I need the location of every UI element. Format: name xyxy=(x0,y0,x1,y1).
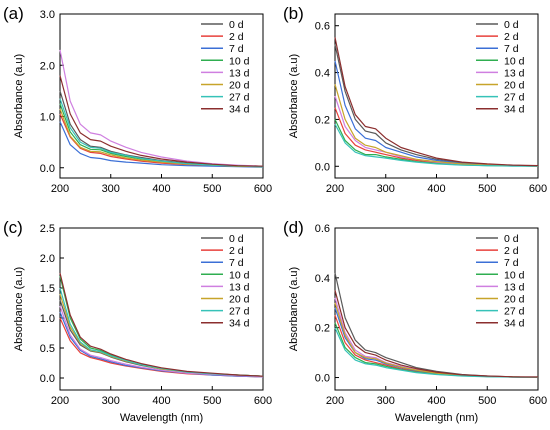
y-tick-label: 1.0 xyxy=(40,112,55,124)
x-tick-label: 300 xyxy=(377,183,395,195)
series-line-34d xyxy=(334,290,539,378)
legend-label: 2 d xyxy=(504,245,519,257)
panel-label: (d) xyxy=(283,218,304,237)
legend-label: 27 d xyxy=(504,92,525,104)
legend-label: 7 d xyxy=(504,43,519,55)
series-line-27d xyxy=(59,98,264,168)
legend-label: 2 d xyxy=(229,31,244,43)
x-axis-title: Wavelength (nm) xyxy=(120,412,203,424)
y-tick-label: 3.0 xyxy=(40,9,55,21)
y-tick-label: 0.2 xyxy=(315,323,330,335)
legend-label: 0 d xyxy=(229,19,244,31)
legend-label: 0 d xyxy=(229,233,244,245)
legend-label: 7 d xyxy=(504,257,519,269)
panel-label: (b) xyxy=(283,4,304,23)
x-tick-label: 600 xyxy=(529,183,547,195)
legend-label: 10 d xyxy=(504,55,525,67)
y-tick-label: 2.5 xyxy=(40,223,55,235)
y-axis-title: Absorbance (a.u) xyxy=(288,267,300,351)
y-tick-label: 0.4 xyxy=(315,68,330,80)
legend-label: 13 d xyxy=(504,67,525,79)
y-tick-label: 2.0 xyxy=(40,253,55,265)
chart-panel-a: (a) 200 300 400 500 600 0.0 1.0 2.0 3.0 Absorbance… xyxy=(3,4,272,195)
legend-label: 7 d xyxy=(229,43,244,55)
x-tick-label: 500 xyxy=(203,183,221,195)
series-line-7d xyxy=(59,121,264,168)
x-tick-label: 500 xyxy=(478,183,496,195)
x-tick-label: 600 xyxy=(254,183,272,195)
series-line-34d xyxy=(334,37,539,167)
y-axis-title: Absorbance (a.u) xyxy=(13,54,25,138)
x-tick-label: 200 xyxy=(51,183,69,195)
y-tick-label: 2.0 xyxy=(40,60,55,72)
legend-label: 34 d xyxy=(229,104,250,116)
x-tick-label: 300 xyxy=(102,183,120,195)
legend-label: 10 d xyxy=(229,269,250,281)
y-tick-label: 0.6 xyxy=(315,223,330,235)
x-tick-label: 600 xyxy=(254,395,272,407)
y-tick-label: 0.0 xyxy=(315,373,330,385)
y-tick-label: 0.4 xyxy=(315,273,330,285)
y-tick-label: 0.5 xyxy=(40,343,55,355)
x-tick-label: 400 xyxy=(427,395,445,407)
chart-panel-b: (b) 200 300 400 500 600 0.0 0.2 0.4 0.6 Absorbance… xyxy=(283,4,547,195)
legend-label: 27 d xyxy=(229,92,250,104)
series-line-27d xyxy=(334,123,538,167)
y-tick-label: 0.0 xyxy=(40,163,55,175)
x-tick-label: 300 xyxy=(377,395,395,407)
legend-label: 13 d xyxy=(229,67,250,79)
legend-label: 27 d xyxy=(229,306,250,318)
x-tick-label: 300 xyxy=(102,395,120,407)
series-line-27d xyxy=(334,327,539,378)
y-tick-label: 1.0 xyxy=(40,313,55,325)
x-tick-label: 200 xyxy=(326,395,344,407)
x-tick-label: 400 xyxy=(427,183,445,195)
x-tick-label: 400 xyxy=(152,183,170,195)
legend-label: 20 d xyxy=(504,294,525,306)
chart-panel-c: (c) 200 300 400 500 600 0.0 0.5 1.0 1.5 2.0 2.5 Abso… xyxy=(3,218,272,424)
legend-label: 13 d xyxy=(229,281,250,293)
x-axis-title: Wavelength (nm) xyxy=(395,412,478,424)
legend-label: 20 d xyxy=(504,80,525,92)
y-tick-label: 0.0 xyxy=(40,373,55,385)
legend-label: 0 d xyxy=(504,19,519,31)
chart-panel-d: (d) 200 300 400 500 600 0.0 0.2 0.4 0.6 Absorbance… xyxy=(283,218,547,424)
x-tick-label: 500 xyxy=(478,395,496,407)
legend-label: 27 d xyxy=(504,306,525,318)
series-line-34d xyxy=(59,75,264,167)
legend-label: 20 d xyxy=(229,80,250,92)
legend-label: 0 d xyxy=(504,233,519,245)
panel-label: (a) xyxy=(3,4,24,23)
y-axis-title: Absorbance (a.u) xyxy=(13,267,25,351)
legend-label: 10 d xyxy=(229,55,250,67)
x-tick-label: 500 xyxy=(203,395,221,407)
x-tick-label: 200 xyxy=(326,183,344,195)
y-axis-title: Absorbance (a.u) xyxy=(288,54,300,138)
legend-label: 13 d xyxy=(504,281,525,293)
legend-label: 2 d xyxy=(229,245,244,257)
x-tick-label: 600 xyxy=(529,395,547,407)
legend-label: 34 d xyxy=(504,104,525,116)
y-tick-label: 1.5 xyxy=(40,283,55,295)
x-tick-label: 400 xyxy=(152,395,170,407)
y-tick-label: 0.0 xyxy=(315,161,330,173)
legend-label: 34 d xyxy=(504,318,525,330)
legend-label: 34 d xyxy=(229,318,250,330)
x-tick-label: 200 xyxy=(51,395,69,407)
legend-label: 7 d xyxy=(229,257,244,269)
legend-label: 10 d xyxy=(504,269,525,281)
y-tick-label: 0.6 xyxy=(315,21,330,33)
legend-label: 2 d xyxy=(504,31,519,43)
series-line-2d xyxy=(334,107,539,167)
legend-label: 20 d xyxy=(229,294,250,306)
y-tick-label: 0.2 xyxy=(315,114,330,126)
series-line-34d xyxy=(59,272,264,377)
panel-label: (c) xyxy=(3,218,23,237)
